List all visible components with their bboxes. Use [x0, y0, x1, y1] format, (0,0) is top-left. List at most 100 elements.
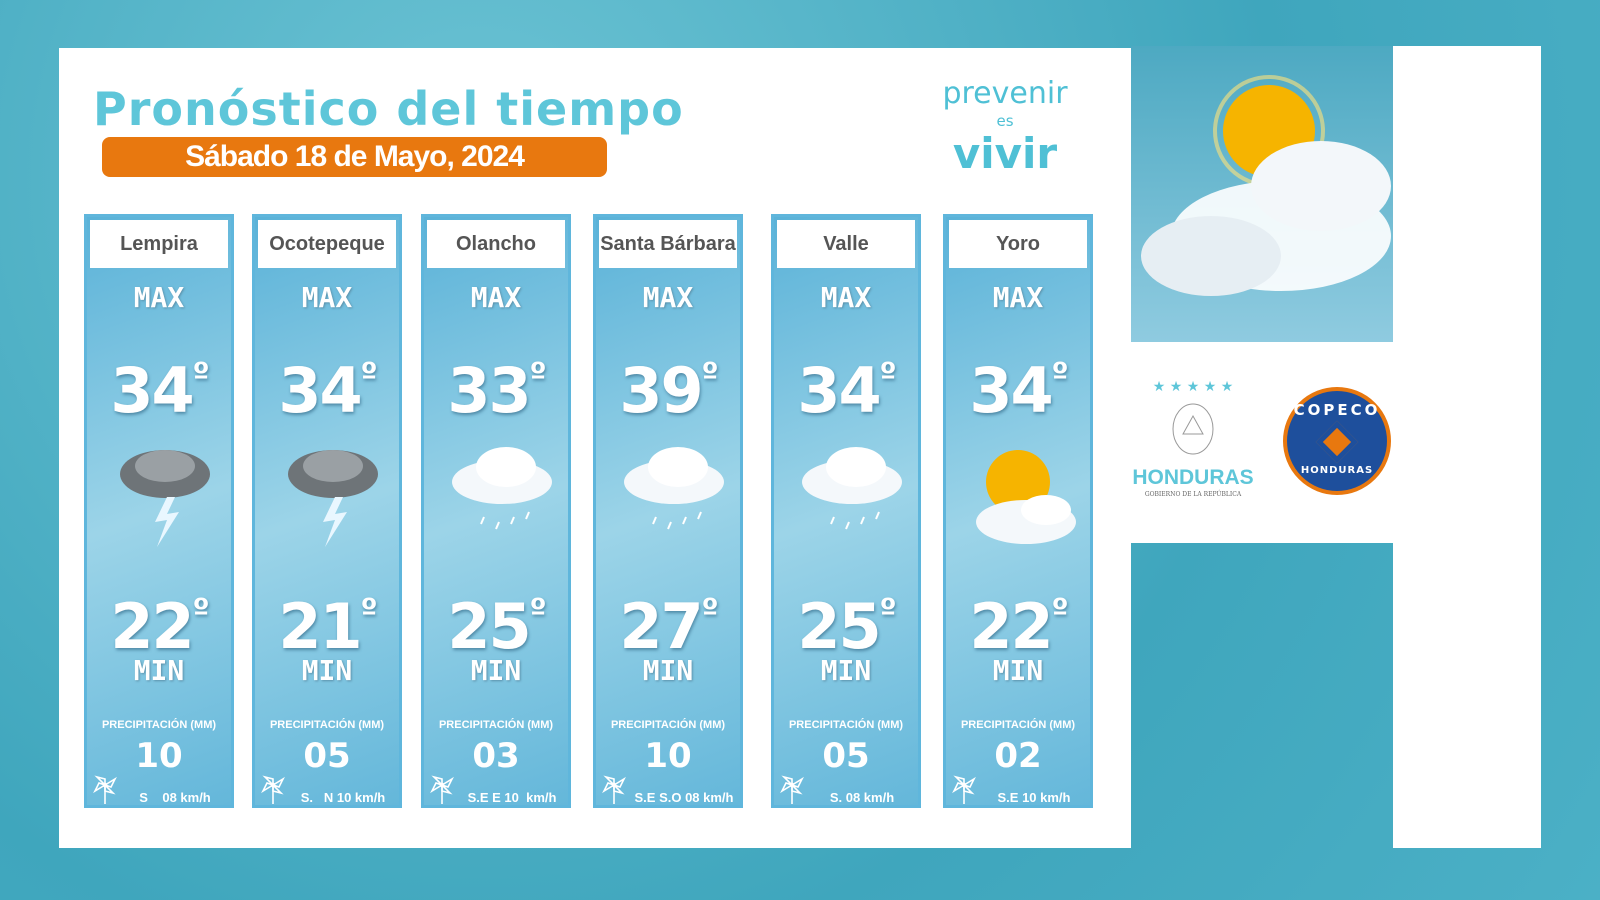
wind-info: S. N 10 km/h	[300, 790, 386, 805]
degree-symbol: º	[701, 593, 719, 628]
min-temp-value: 21	[278, 590, 362, 663]
pinwheel-wind-icon	[91, 773, 119, 805]
degree-symbol: º	[192, 357, 210, 392]
pinwheel-wind-icon	[778, 773, 806, 805]
copeco-text: COPECO	[1293, 401, 1381, 419]
precipitation-label: PRECIPITACIÓN (MM)	[788, 719, 904, 731]
min-temp: 22º	[946, 575, 1090, 663]
wind-info: S. 08 km/h	[829, 790, 895, 805]
forecast-card: Santa Bárbara MAX 39º 27º MIN PRECIPITAC…	[593, 214, 743, 808]
precipitation-label: PRECIPITACIÓN (MM)	[438, 719, 554, 731]
degree-symbol: º	[192, 593, 210, 628]
coat-of-arms-icon	[1172, 403, 1214, 455]
right-white-column	[1393, 46, 1541, 848]
copeco-honduras-text: HONDURAS	[1300, 465, 1374, 476]
min-temp: 25º	[424, 575, 568, 663]
min-temp-value: 22	[110, 590, 194, 663]
min-label: MIN	[642, 654, 694, 687]
min-temp-value: 27	[619, 590, 703, 663]
degree-symbol: º	[360, 593, 378, 628]
sun-cloud-illustration	[1131, 46, 1393, 342]
forecast-card: Ocotepeque MAX 34º 21º MIN PRECIPITACIÓN…	[252, 214, 402, 808]
max-label: MAX	[992, 281, 1044, 314]
min-temp-value: 25	[797, 590, 881, 663]
precipitation-value: 03	[472, 736, 520, 776]
max-temp: 34º	[87, 339, 231, 427]
rain-cloud-icon	[794, 442, 904, 552]
storm-icon	[107, 442, 217, 552]
max-temp: 34º	[774, 339, 918, 427]
max-temp-value: 34	[797, 354, 881, 427]
max-temp-value: 39	[619, 354, 703, 427]
degree-symbol: º	[879, 593, 897, 628]
min-label: MIN	[820, 654, 872, 687]
degree-symbol: º	[360, 357, 378, 392]
precipitation-value: 05	[303, 736, 351, 776]
storm-icon	[275, 442, 385, 552]
degree-symbol: º	[701, 357, 719, 392]
forecast-card: Olancho MAX 33º 25º MIN PRECIPITACIÓN (M…	[421, 214, 571, 808]
prevenir-es-vivir-logo: prevenir es vivir	[930, 76, 1080, 178]
max-temp: 39º	[596, 339, 740, 427]
min-temp-value: 22	[969, 590, 1053, 663]
min-label: MIN	[992, 654, 1044, 687]
precipitation-value: 02	[994, 736, 1042, 776]
degree-symbol: º	[529, 593, 547, 628]
max-label: MAX	[470, 281, 522, 314]
date-badge: Sábado 18 de Mayo, 2024	[102, 137, 607, 177]
page-title: Pronóstico del tiempo	[93, 82, 684, 136]
wind-info: S.E S.O 08 km/h	[634, 790, 734, 805]
max-label: MAX	[820, 281, 872, 314]
max-temp-value: 33	[447, 354, 531, 427]
precipitation-value: 05	[822, 736, 870, 776]
stars-icon: ★ ★ ★ ★ ★	[1152, 379, 1234, 395]
wind-info: S.E 10 km/h	[997, 790, 1071, 805]
wind-info: S.E E 10 km/h	[467, 790, 557, 805]
copeco-logo: COPECO HONDURAS	[1283, 387, 1391, 495]
honduras-subtext: GOBIERNO DE LA REPÚBLICA	[1144, 491, 1242, 498]
min-label: MIN	[301, 654, 353, 687]
degree-symbol: º	[1051, 593, 1069, 628]
brand-line3: vivir	[952, 129, 1058, 178]
brand-line2: es	[996, 112, 1014, 130]
pinwheel-wind-icon	[600, 773, 628, 805]
wind-info: S 08 km/h	[139, 790, 211, 805]
forecast-card: Yoro MAX 34º 22º MIN PRECIPITACIÓN (MM) …	[943, 214, 1093, 808]
department-name: Valle	[777, 220, 915, 268]
min-temp-value: 25	[447, 590, 531, 663]
department-name: Ocotepeque	[258, 220, 396, 268]
brand-line1: prevenir	[942, 76, 1068, 111]
rain-cloud-icon	[444, 442, 554, 552]
precipitation-value: 10	[644, 736, 692, 776]
precipitation-label: PRECIPITACIÓN (MM)	[101, 719, 217, 731]
precipitation-label: PRECIPITACIÓN (MM)	[610, 719, 726, 731]
pinwheel-wind-icon	[259, 773, 287, 805]
min-temp: 21º	[255, 575, 399, 663]
forecast-card: Lempira MAX 34º 22º MIN PRECIPITACIÓN (M…	[84, 214, 234, 808]
max-temp: 34º	[946, 339, 1090, 427]
honduras-logo: ★ ★ ★ ★ ★ HONDURAS GOBIERNO DE LA REPÚBL…	[1128, 378, 1258, 499]
max-label: MAX	[301, 281, 353, 314]
precipitation-label: PRECIPITACIÓN (MM)	[960, 719, 1076, 731]
department-name: Santa Bárbara	[599, 220, 737, 268]
max-temp-value: 34	[110, 354, 194, 427]
degree-symbol: º	[529, 357, 547, 392]
department-name: Yoro	[949, 220, 1087, 268]
max-temp-value: 34	[969, 354, 1053, 427]
forecast-card: Valle MAX 34º 25º MIN PRECIPITACIÓN (MM)…	[771, 214, 921, 808]
max-label: MAX	[133, 281, 185, 314]
honduras-text: HONDURAS	[1132, 466, 1254, 489]
rain-cloud-icon	[616, 442, 726, 552]
max-temp-value: 34	[278, 354, 362, 427]
min-label: MIN	[133, 654, 185, 687]
pinwheel-wind-icon	[428, 773, 456, 805]
sun-cloud-icon	[966, 442, 1076, 552]
degree-symbol: º	[879, 357, 897, 392]
min-label: MIN	[470, 654, 522, 687]
min-temp: 22º	[87, 575, 231, 663]
precipitation-value: 10	[135, 736, 183, 776]
pinwheel-wind-icon	[950, 773, 978, 805]
diamond-icon	[1315, 420, 1359, 464]
min-temp: 25º	[774, 575, 918, 663]
department-name: Olancho	[427, 220, 565, 268]
